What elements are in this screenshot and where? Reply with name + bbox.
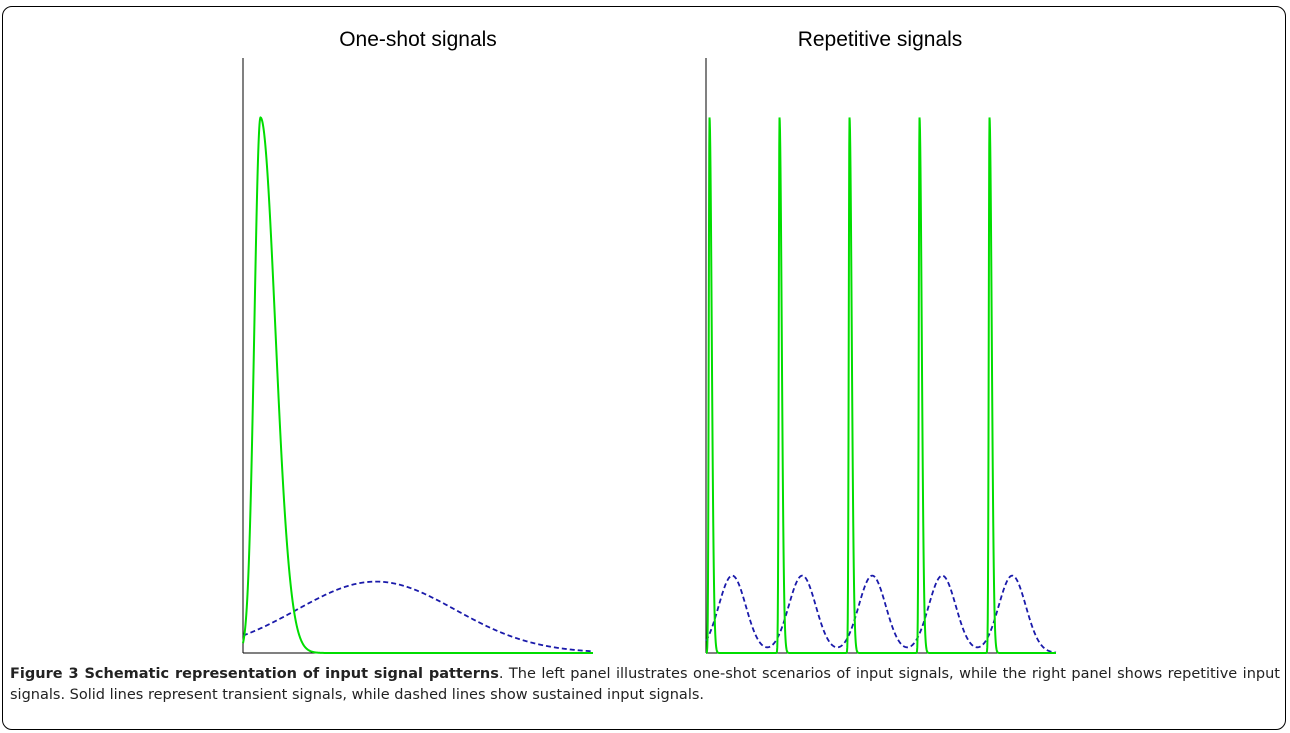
- figure-caption: Figure 3 Schematic representation of inp…: [10, 664, 1280, 706]
- figure-frame: [2, 6, 1286, 730]
- panel-title-one-shot: One-shot signals: [339, 28, 497, 51]
- caption-label: Figure 3 Schematic representation of inp…: [10, 666, 499, 682]
- panel-one-shot: One-shot signals: [242, 28, 594, 654]
- series-transient-repetitive: [705, 117, 1056, 654]
- series-transient-one-shot: [242, 116, 593, 654]
- panel-title-repetitive: Repetitive signals: [798, 28, 963, 51]
- series-sustained-repetitive: [705, 574, 1057, 654]
- panel-repetitive: Repetitive signals: [705, 28, 1057, 654]
- caption-text: . The left panel illustrates one-shot sc…: [10, 666, 1280, 703]
- series-sustained-one-shot: [242, 580, 594, 653]
- figure-panels: One-shot signals Repetitive signals: [242, 28, 1057, 654]
